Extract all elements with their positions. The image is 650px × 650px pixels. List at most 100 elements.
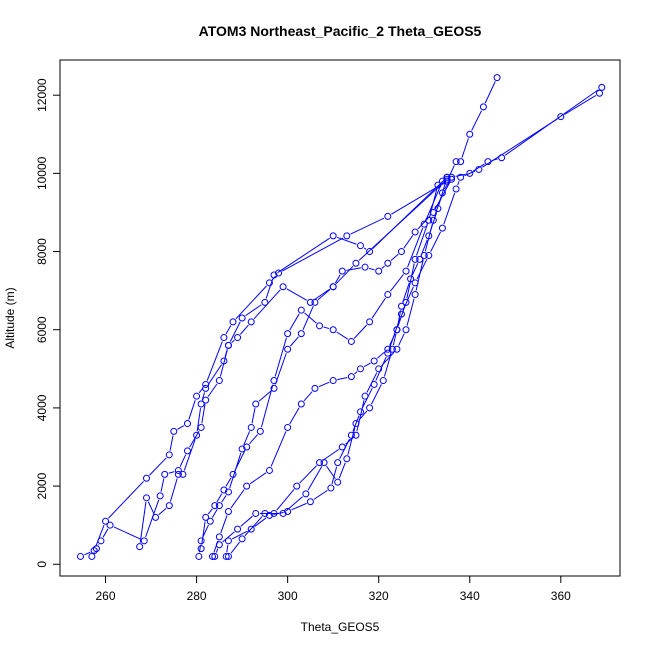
series-segment (245, 304, 262, 317)
data-point (102, 517, 110, 525)
series-segment (350, 217, 385, 235)
series-segment (430, 231, 442, 252)
series-segment (313, 489, 328, 500)
y-axis-label: Altitude (m) (3, 287, 17, 348)
series-segment (291, 502, 307, 511)
series-segment (149, 457, 167, 476)
data-point (334, 459, 342, 467)
series-segment (403, 235, 414, 249)
data-point (393, 345, 401, 353)
data-point (443, 175, 451, 183)
data-point (265, 279, 273, 287)
data-point (343, 455, 351, 463)
series-segment (201, 521, 206, 545)
series-segment (335, 265, 354, 285)
series-segment (234, 450, 246, 471)
series-segment (207, 508, 213, 515)
series-segment (285, 496, 303, 512)
series-segment (448, 165, 455, 178)
data-point (183, 447, 191, 455)
data-point (452, 185, 460, 193)
series-segment (196, 408, 202, 432)
data-point (193, 392, 201, 400)
series-5 (197, 177, 446, 553)
data-point (193, 431, 201, 439)
y-tick-label: 10000 (35, 156, 49, 190)
data-point (165, 451, 173, 459)
data-point (375, 365, 383, 373)
data-point (265, 466, 273, 474)
data-point (366, 404, 374, 412)
data-point (434, 181, 442, 189)
series-segment (299, 465, 317, 484)
data-point (252, 400, 260, 408)
series-segment (371, 384, 382, 405)
series-segment (239, 324, 249, 335)
series-segment (231, 339, 235, 344)
data-point (402, 267, 410, 275)
data-point (284, 345, 292, 353)
series-segment (226, 544, 229, 553)
series-segment (388, 317, 401, 350)
data-point (152, 513, 160, 521)
data-point (211, 552, 219, 560)
data-point (238, 445, 246, 453)
series-segment (392, 333, 397, 346)
series-segment (377, 351, 385, 359)
data-point (316, 322, 324, 330)
data-point (140, 537, 148, 545)
data-point (279, 509, 287, 517)
series-segment (108, 480, 144, 519)
series-segment (461, 138, 469, 158)
data-point (76, 552, 84, 560)
series-segment (317, 289, 331, 301)
data-point (247, 525, 255, 533)
data-point (252, 509, 260, 517)
data-point (438, 177, 446, 185)
series-segment (323, 326, 330, 330)
series-segment (113, 526, 141, 540)
data-point (493, 74, 501, 82)
data-point (220, 486, 228, 494)
data-point (598, 83, 606, 91)
data-point (256, 427, 264, 435)
series-segment (145, 499, 160, 538)
series-segment (225, 477, 232, 487)
series-segment (337, 377, 348, 381)
data-point (224, 552, 232, 560)
data-point (425, 216, 433, 224)
series-segment (211, 509, 218, 518)
data-point (384, 349, 392, 357)
data-point (370, 380, 378, 388)
data-point (438, 189, 446, 197)
data-point (370, 357, 378, 365)
series-segment (303, 391, 313, 402)
series-segment (398, 333, 405, 346)
series-segment (336, 331, 349, 340)
series-segment (331, 466, 338, 485)
data-point (361, 263, 369, 271)
data-point (329, 326, 337, 334)
series-segment (361, 387, 373, 409)
series-segment (207, 383, 218, 397)
data-point (215, 541, 223, 549)
data-point (234, 334, 242, 342)
y-tick-label: 4000 (35, 394, 49, 421)
data-point (202, 396, 210, 404)
series-segment (471, 110, 482, 131)
data-point (136, 543, 144, 551)
data-point (211, 502, 219, 510)
series-segment (334, 274, 341, 284)
data-point (402, 326, 410, 334)
series-segment (304, 312, 317, 324)
series-8 (222, 89, 604, 560)
chart-title: ATOM3 Northeast_Pacific_2 Theta_GEOS5 (199, 23, 482, 39)
data-point (215, 533, 223, 541)
data-point (411, 228, 419, 236)
data-point (457, 158, 465, 166)
data-point (284, 423, 292, 431)
data-point (366, 248, 374, 256)
series-segment (102, 528, 109, 538)
data-point (425, 251, 433, 259)
